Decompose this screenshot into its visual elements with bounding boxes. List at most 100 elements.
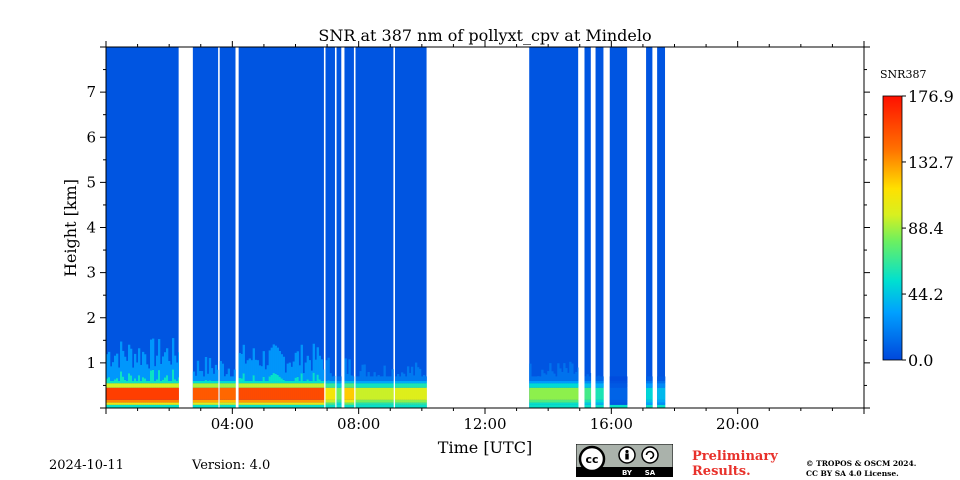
snr-cell — [166, 383, 169, 388]
snr-cell — [615, 387, 619, 400]
snr-cell — [599, 380, 602, 384]
snr-cell — [304, 380, 307, 384]
snr-cell — [613, 387, 617, 400]
snr-cell — [122, 383, 125, 388]
snr-cell — [359, 380, 362, 384]
snr-cell — [233, 399, 236, 403]
snr-cell — [312, 399, 315, 403]
snr-cell — [223, 404, 226, 408]
snr-cell — [238, 377, 241, 384]
snr-cell — [214, 404, 218, 408]
snr-cell — [212, 387, 216, 400]
snr-cell — [577, 380, 579, 384]
snr-cell — [208, 402, 212, 405]
snr-cell — [274, 404, 277, 408]
snr-cell — [258, 383, 261, 388]
snr-cell — [292, 383, 295, 388]
snr-cell — [348, 402, 351, 405]
snr-cell — [194, 380, 198, 384]
snr-cell — [537, 399, 540, 403]
snr-cell — [346, 380, 349, 384]
snr-cell — [535, 404, 538, 408]
snr-cell — [254, 402, 257, 405]
snr-cell — [316, 404, 319, 408]
snr-cell — [248, 383, 251, 388]
snr-cell — [389, 387, 392, 400]
snr-cell — [286, 404, 289, 408]
snr-cell — [314, 399, 317, 403]
snr-cell — [194, 402, 198, 405]
snr-cell — [617, 404, 621, 408]
snr-cell — [394, 380, 398, 384]
snr-cell — [198, 402, 202, 405]
snr-cell — [248, 387, 251, 400]
background-snr-block — [336, 47, 342, 408]
snr-cell — [264, 387, 267, 400]
snr-cell — [316, 347, 319, 375]
snr-cell — [623, 399, 627, 403]
snr-cell — [268, 404, 271, 408]
snr-cell — [646, 402, 649, 405]
snr-cell — [615, 376, 619, 381]
snr-cell — [357, 383, 360, 388]
snr-cell — [377, 404, 380, 408]
snr-cell — [400, 399, 404, 403]
snr-cell — [126, 399, 129, 403]
snr-cell — [551, 383, 554, 388]
snr-cell — [573, 399, 576, 403]
snr-cell — [300, 344, 303, 374]
snr-cell — [196, 402, 200, 405]
snr-cell — [327, 399, 330, 403]
snr-cell — [359, 387, 362, 400]
snr-cell — [597, 404, 600, 408]
snr-cell — [379, 376, 382, 381]
snr-cell — [327, 404, 330, 408]
snr-cell — [625, 387, 628, 400]
snr-cell — [198, 404, 202, 408]
snr-cell — [648, 380, 651, 384]
snr-cell — [112, 387, 115, 400]
snr-cell — [331, 404, 334, 408]
snr-cell — [575, 404, 578, 408]
snr-cell — [414, 362, 418, 381]
snr-cell — [134, 353, 137, 379]
snr-cell — [657, 380, 660, 384]
snr-cell — [424, 380, 427, 384]
cc-license-badge[interactable]: cc BY SA — [576, 444, 673, 477]
snr-cell — [206, 387, 210, 400]
snr-cell — [418, 383, 422, 388]
y-tick-label: 3 — [86, 264, 96, 282]
snr-cell — [410, 387, 414, 400]
snr-cell — [154, 402, 157, 405]
snr-cell — [274, 345, 277, 374]
snr-cell — [278, 402, 281, 405]
snr-cell — [174, 355, 177, 380]
snr-cell — [200, 399, 204, 403]
snr-cell — [150, 387, 153, 400]
snr-cell — [223, 402, 226, 405]
snr-cell — [545, 404, 548, 408]
snr-cell — [270, 374, 273, 384]
snr-cell — [424, 402, 427, 405]
snr-cell — [541, 404, 544, 408]
snr-cell — [250, 402, 253, 405]
snr-cell — [389, 402, 392, 405]
snr-cell — [539, 404, 542, 408]
snr-cell — [597, 387, 600, 400]
measurement-period-9 — [394, 47, 427, 408]
snr-cell — [615, 383, 619, 388]
snr-cell — [112, 380, 115, 384]
snr-cell — [162, 402, 165, 405]
background-snr-block — [394, 47, 427, 408]
snr-cell — [595, 376, 598, 381]
snr-cell — [537, 402, 540, 405]
snr-cell — [172, 399, 175, 403]
chart-title: SNR at 387 nm of pollyxt_cpv at Mindelo — [318, 26, 651, 45]
snr-cell — [369, 380, 372, 384]
snr-cell — [158, 387, 161, 400]
snr-cell — [130, 348, 133, 376]
snr-cell — [553, 404, 556, 408]
snr-cell — [136, 402, 139, 405]
snr-cell — [108, 351, 111, 378]
snr-cell — [559, 383, 562, 388]
